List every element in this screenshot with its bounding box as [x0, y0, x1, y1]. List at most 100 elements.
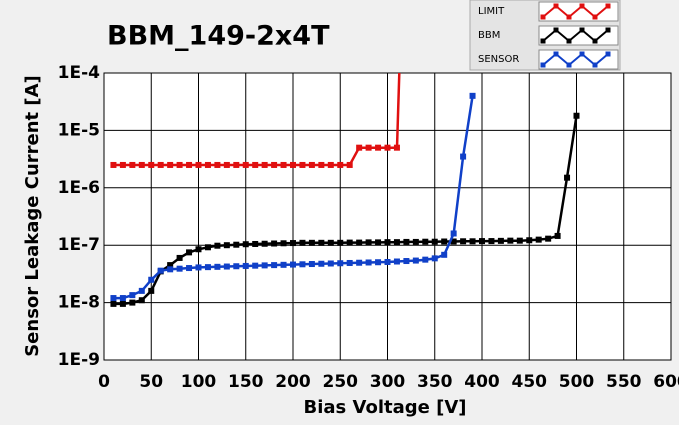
data-point: [327, 161, 334, 168]
data-point: [242, 241, 249, 248]
legend-marker: [579, 51, 585, 57]
y-tick-label: 1E-5: [58, 120, 100, 140]
data-point: [554, 232, 561, 239]
data-point: [356, 259, 363, 266]
data-point: [384, 258, 391, 265]
legend-marker: [553, 27, 559, 33]
data-point: [176, 265, 183, 272]
data-point: [507, 237, 514, 244]
data-point: [110, 161, 117, 168]
data-point: [195, 161, 202, 168]
legend-marker: [540, 14, 546, 20]
data-point: [299, 239, 306, 246]
legend-marker: [553, 51, 559, 57]
x-tick-label: 500: [559, 372, 595, 392]
data-point: [545, 235, 552, 242]
data-point: [318, 161, 325, 168]
data-point: [214, 263, 221, 270]
data-point: [403, 238, 410, 245]
x-axis-label: Bias Voltage [V]: [304, 397, 467, 418]
data-point: [223, 161, 230, 168]
data-point: [450, 238, 457, 245]
x-tick-label: 600: [653, 372, 679, 392]
x-tick-label: 350: [417, 372, 453, 392]
data-point: [497, 237, 504, 244]
data-point: [441, 238, 448, 245]
data-point: [214, 161, 221, 168]
legend-marker: [605, 3, 611, 9]
legend-label: LIMIT: [478, 6, 505, 17]
data-point: [280, 261, 287, 268]
data-point: [412, 238, 419, 245]
x-tick-label: 550: [606, 372, 642, 392]
x-tick-label: 150: [228, 372, 264, 392]
data-point: [119, 295, 126, 302]
data-point: [167, 161, 174, 168]
legend-marker: [605, 27, 611, 33]
legend-marker: [553, 3, 559, 9]
data-point: [186, 265, 193, 272]
data-point: [356, 144, 363, 151]
data-point: [167, 262, 174, 269]
data-point: [346, 259, 353, 266]
legend-marker: [579, 3, 585, 9]
data-point: [431, 238, 438, 245]
legend-marker: [605, 51, 611, 57]
data-point: [384, 144, 391, 151]
data-point: [271, 262, 278, 269]
data-point: [290, 261, 296, 268]
data-point: [138, 297, 145, 304]
legend-swatch-box: [538, 49, 619, 70]
legend-label: SENSOR: [478, 54, 519, 65]
data-point: [346, 239, 353, 246]
data-point: [337, 161, 344, 168]
data-point: [516, 237, 523, 244]
data-point: [110, 300, 117, 307]
data-point: [308, 161, 315, 168]
data-point: [233, 263, 240, 270]
series-layer: [110, 73, 580, 307]
data-point: [261, 161, 268, 168]
data-point: [204, 161, 211, 168]
data-point: [204, 244, 211, 251]
data-point: [573, 112, 580, 119]
data-point: [375, 144, 382, 151]
data-point: [176, 161, 183, 168]
legend-marker: [592, 38, 598, 44]
data-point: [110, 295, 117, 302]
data-point: [252, 240, 259, 247]
data-point: [261, 240, 268, 247]
data-point: [393, 239, 400, 246]
data-point: [186, 249, 193, 256]
data-point: [280, 240, 287, 247]
data-point: [242, 161, 249, 168]
data-point: [129, 299, 136, 306]
legend-swatch-box: [538, 1, 619, 22]
data-point: [129, 161, 136, 168]
data-point: [129, 292, 136, 299]
data-point: [564, 174, 571, 181]
data-point: [242, 262, 249, 269]
data-point: [290, 161, 296, 168]
x-tick-label: 450: [512, 372, 548, 392]
legend-swatch-box: [538, 25, 619, 46]
data-point: [535, 236, 542, 243]
legend-marker: [566, 38, 572, 44]
data-point: [252, 161, 259, 168]
data-point: [393, 258, 400, 265]
data-point: [176, 254, 183, 261]
data-point: [327, 260, 334, 267]
x-tick-label: 400: [464, 372, 500, 392]
y-tick-label: 1E-7: [58, 235, 100, 255]
data-point: [119, 161, 126, 168]
x-tick-label: 0: [98, 372, 110, 392]
data-point: [138, 161, 145, 168]
data-point: [271, 240, 278, 247]
data-point: [469, 238, 476, 245]
data-point: [280, 161, 287, 168]
data-point: [290, 240, 296, 247]
data-point: [119, 300, 126, 307]
data-point: [479, 238, 485, 245]
data-point: [384, 239, 391, 246]
y-axis-label: Sensor Leakage Current [A]: [22, 75, 43, 357]
